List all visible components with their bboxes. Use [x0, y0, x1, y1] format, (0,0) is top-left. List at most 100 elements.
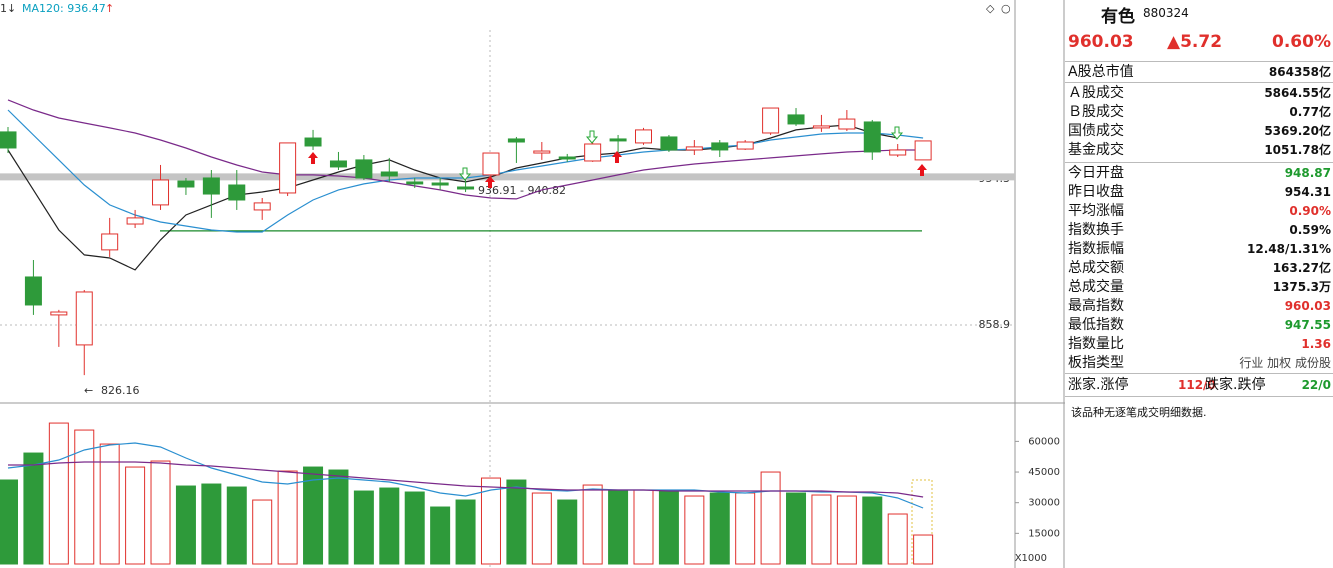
close-icon[interactable]: ○ [1001, 2, 1011, 15]
volume-bar [836, 495, 857, 565]
stat-value: 1051.78亿 [1264, 143, 1331, 157]
candle-body [228, 184, 246, 201]
stat-label: Ａ股成交 [1068, 85, 1124, 101]
volume-bar [353, 490, 374, 565]
settings-icon[interactable]: ◇ [986, 2, 995, 15]
volume-bar [277, 470, 298, 565]
separator [1065, 162, 1333, 163]
candle-body [355, 159, 373, 179]
volume-bar [862, 496, 883, 565]
index-name: 有色 [1101, 7, 1135, 27]
low-label: 826.16 [101, 384, 140, 397]
stat-row: 板指类型 行业 加权 成份股 [1068, 354, 1331, 373]
stat-label: 今日开盘 [1068, 165, 1124, 181]
breadth-row: 涨家.涨停 112/0 跌家.跌停 22/0 [1068, 376, 1331, 395]
stat-label: 指数换手 [1068, 222, 1124, 238]
volume-bar [760, 471, 781, 565]
stat-row: 指数换手 0.59% [1068, 221, 1331, 240]
volume-bar [430, 506, 451, 565]
buy-signals [308, 151, 927, 188]
candle-body [50, 311, 68, 316]
low-arrow: ← [84, 384, 93, 397]
candle-body [329, 160, 347, 168]
stat-row: 指数量比 1.36 [1068, 335, 1331, 354]
quote-panel: 有色 880324 960.03 ▲5.72 0.60% A股总市值 864358… [1065, 0, 1333, 568]
stat-value: 954.31 [1284, 185, 1331, 199]
volume-bar [557, 499, 578, 565]
index-code: 880324 [1143, 6, 1189, 20]
breadth-value: 112/0 [1178, 378, 1216, 392]
legend-text: MA120: 936.47 [22, 2, 106, 15]
buy-arrow [308, 152, 318, 164]
stat-label: 板指类型 [1068, 355, 1124, 371]
breadth-label: 涨家.涨停 [1068, 377, 1129, 393]
buy-arrow [485, 176, 495, 188]
change: ▲5.72 [1167, 32, 1223, 52]
sell-arrow [458, 167, 472, 181]
volume-bar [913, 534, 934, 565]
volume-bar [811, 494, 832, 565]
candle-body [787, 114, 805, 125]
volume-bar [455, 499, 476, 565]
volume-bar [252, 499, 273, 565]
stat-label: 总成交额 [1068, 260, 1124, 276]
candle-body [863, 121, 881, 153]
candle-body [202, 177, 220, 195]
candle-body [685, 146, 703, 151]
candle-body [584, 143, 602, 162]
candle-body [838, 118, 856, 130]
background [0, 0, 1065, 568]
candle-body [762, 107, 780, 134]
stat-value: 5369.20亿 [1264, 124, 1331, 138]
separator [1065, 373, 1333, 374]
sell-signals [458, 126, 904, 181]
candle-body [609, 138, 627, 142]
volume-ma-line [8, 461, 924, 498]
volume-bar [658, 489, 679, 565]
stat-label: Ｂ股成交 [1068, 104, 1124, 120]
candle-body [482, 152, 500, 176]
stat-value: 12.48/1.31% [1247, 242, 1331, 256]
volume-bar [175, 485, 196, 565]
volume-bar [786, 492, 807, 565]
stat-row: 基金成交 1051.78亿 [1068, 141, 1331, 160]
stat-value: 948.87 [1284, 166, 1331, 180]
candle-body [152, 179, 170, 206]
candle-body [126, 217, 144, 225]
candle-body [507, 138, 525, 143]
volume-bar [480, 477, 501, 565]
stat-row: 总成交量 1375.3万 [1068, 278, 1331, 297]
candle-body [812, 125, 830, 129]
volume-bar [99, 443, 120, 565]
volume-bar [74, 429, 95, 565]
volume-bar [150, 460, 171, 565]
stat-value: 行业 加权 成份股 [1239, 356, 1331, 370]
stat-row: 最低指数 947.55 [1068, 316, 1331, 335]
candle-body [0, 131, 17, 149]
legend-icon: 1↓ [0, 2, 16, 15]
candle-body [914, 140, 932, 161]
volume-bar [608, 489, 629, 565]
y-tick-label: 15000 [1028, 528, 1060, 539]
stat-row: 最高指数 960.03 [1068, 297, 1331, 316]
stat-value: 947.55 [1284, 318, 1331, 332]
volume-bar [379, 487, 400, 565]
stat-row: 今日开盘 948.87 [1068, 164, 1331, 183]
sell-arrow [890, 126, 904, 140]
stat-label: 国债成交 [1068, 123, 1124, 139]
chart: 1↓ MA120: 936.47 ↑ ◇ ○ 826.16 ← 936.91 -… [0, 0, 1065, 568]
stat-label: 指数振幅 [1068, 241, 1124, 257]
stat-label: 总成交量 [1068, 279, 1124, 295]
candle-body [406, 181, 424, 185]
stat-label: 基金成交 [1068, 142, 1124, 158]
candle-body [24, 276, 42, 306]
separator [1065, 61, 1333, 62]
stat-value: 5864.55亿 [1264, 86, 1331, 100]
stat-row: 国债成交 5369.20亿 [1068, 122, 1331, 141]
volume-bar [125, 466, 146, 565]
ma-line [7, 99, 924, 200]
stat-row: 昨日收盘 954.31 [1068, 183, 1331, 202]
stat-row: 总成交额 163.27亿 [1068, 259, 1331, 278]
volume-bar [735, 492, 756, 565]
